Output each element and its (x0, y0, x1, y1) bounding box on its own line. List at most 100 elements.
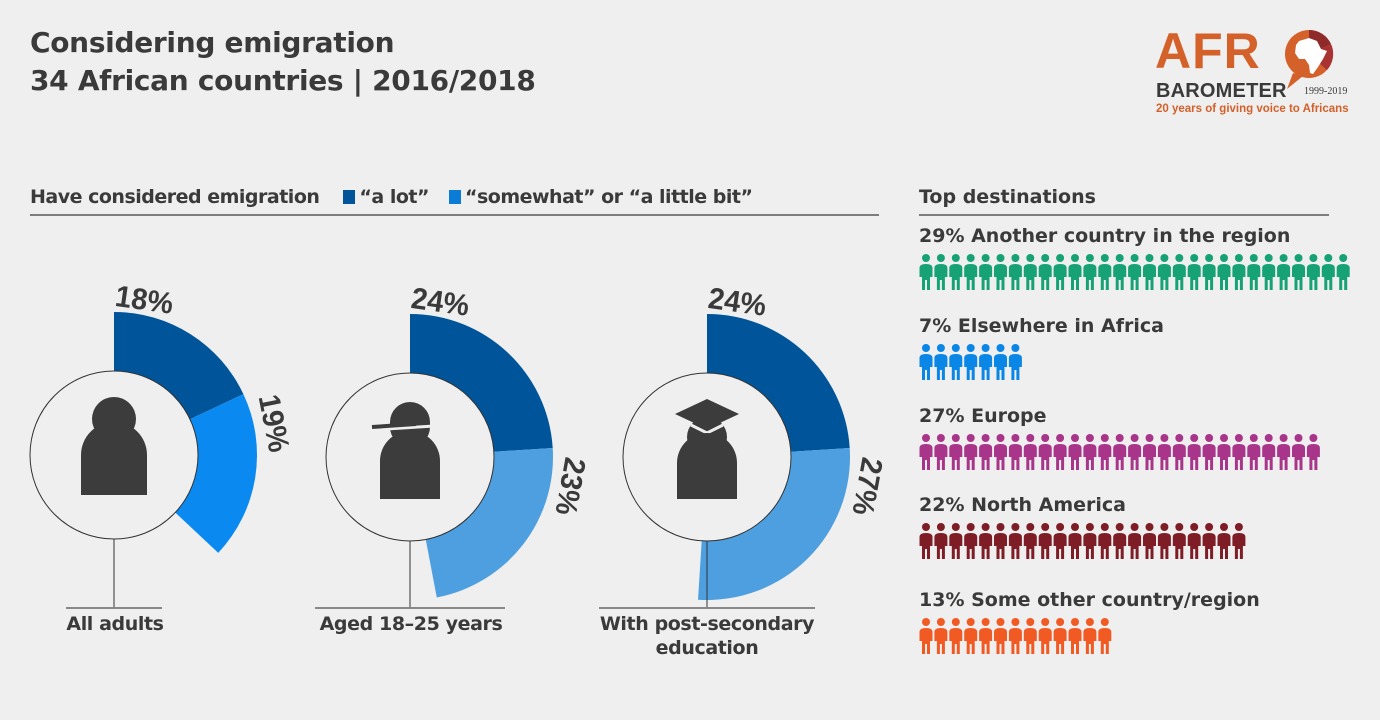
group-label-post-secondary-line-1: With post-secondary (599, 613, 815, 635)
person-pictogram-icon (1262, 434, 1276, 470)
donut-value-a-lot: 24% (706, 282, 768, 323)
person-pictogram-icon (1187, 254, 1201, 290)
person-pictogram-icon (1157, 434, 1171, 470)
destination-pictogram (919, 434, 1320, 470)
person-pictogram-icon (979, 344, 993, 380)
logo-tagline: 20 years of giving voice to Africans (1156, 103, 1349, 115)
person-pictogram-icon (1172, 254, 1186, 290)
person-pictogram-icon (1143, 523, 1156, 559)
person-pictogram-icon (1232, 523, 1246, 559)
person-pictogram-icon (1143, 254, 1156, 290)
person-pictogram-icon (1008, 523, 1022, 559)
legend-item-somewhat: “somewhat” or “a little bit” (448, 186, 753, 208)
person-pictogram-icon (1098, 523, 1112, 559)
person-pictogram-icon (994, 523, 1007, 559)
person-pictogram-icon (1217, 523, 1231, 559)
person-pictogram-icon (949, 434, 963, 470)
destination-row: 29% Another country in the region (919, 223, 1359, 297)
person-pictogram-icon (934, 434, 948, 470)
person-pictogram-icon (1098, 254, 1112, 290)
destination-row: 27% Europe (919, 403, 1359, 477)
person-pictogram-icon (1068, 618, 1082, 654)
person-pictogram-icon (949, 344, 963, 380)
right-header-rule (919, 214, 1329, 216)
person-pictogram-icon (1277, 254, 1291, 290)
person-pictogram-icon (1068, 434, 1082, 470)
person-pictogram-icon (994, 618, 1007, 654)
person-pictogram-icon (1098, 434, 1112, 470)
logo-brand-top: AFR (1155, 23, 1261, 79)
person-pictogram-icon (1008, 434, 1022, 470)
person-pictogram-icon (1083, 618, 1097, 654)
person-pictogram-icon (1068, 254, 1082, 290)
person-pictogram-icon (1277, 434, 1291, 470)
legend-item-a-lot: “a lot” (343, 186, 429, 208)
person-pictogram-icon (1083, 434, 1097, 470)
group-label-all-adults: All adults (66, 613, 164, 635)
person-body (81, 422, 147, 495)
legend-label-a-lot: “a lot” (359, 186, 429, 208)
person-pictogram-icon (994, 254, 1007, 290)
graduate-icon (675, 399, 739, 499)
person-pictogram-icon (934, 254, 948, 290)
destinations-heading: Top destinations (919, 186, 1096, 208)
person-pictogram-icon (1128, 254, 1142, 290)
person-pictogram-icon (1038, 254, 1052, 290)
person-pictogram-icon (1292, 434, 1305, 470)
person-pictogram-icon (1202, 254, 1216, 290)
cap-crown (390, 402, 430, 427)
destination-pictogram (919, 618, 1112, 654)
person-pictogram-icon (1128, 523, 1142, 559)
person-pictogram-icon (1217, 434, 1231, 470)
person-pictogram-icon (1202, 523, 1216, 559)
person-pictogram-icon (1321, 254, 1335, 290)
group-label-post-secondary: With post-secondary education (590, 612, 824, 660)
person-pictogram-icon (1053, 434, 1067, 470)
person-pictogram-icon (1053, 618, 1067, 654)
donut-value-somewhat: 23% (548, 455, 591, 518)
page-title: Considering emigration 34 African countr… (30, 24, 536, 100)
destination-row: 7% Elsewhere in Africa (919, 313, 1359, 387)
donut-group: 24% 27% (599, 282, 888, 609)
legend-swatch-somewhat (448, 190, 461, 204)
person-pictogram-icon (1336, 254, 1350, 290)
destination-pictogram (919, 523, 1246, 559)
person-pictogram-icon (964, 434, 978, 470)
person-pictogram-icon (1008, 618, 1022, 654)
person-pictogram-icon (964, 523, 978, 559)
person-pictogram-icon (1023, 254, 1037, 290)
person-pictogram-icon (1187, 523, 1201, 559)
title-line-1: Considering emigration (30, 26, 395, 59)
person-pictogram-icon (979, 254, 993, 290)
donut-segment-somewhat (698, 448, 850, 600)
person-pictogram-icon (949, 254, 963, 290)
person-pictogram-icon (1008, 344, 1022, 380)
legend-swatch-a-lot (343, 190, 356, 204)
person-pictogram-icon (1038, 434, 1052, 470)
person-body (380, 431, 440, 499)
person-pictogram-icon (1187, 434, 1201, 470)
person-pictogram-icon (949, 618, 963, 654)
person-pictogram-icon (1038, 618, 1052, 654)
person-pictogram-icon (1157, 523, 1171, 559)
person-pictogram-icon (1247, 254, 1261, 290)
person-pictogram-icon (1143, 434, 1156, 470)
person-pictogram-icon (964, 344, 978, 380)
donut-group: 24% 23% (315, 282, 591, 609)
person-pictogram-icon (964, 254, 978, 290)
emigration-chart-header: Have considered emigration “a lot” “some… (30, 184, 878, 210)
person-pictogram-icon (919, 434, 933, 470)
emigration-chart-heading: Have considered emigration (30, 186, 320, 208)
afrobarometer-logo: AFR BAROMETER 1999-2019 20 years of givi… (1155, 26, 1355, 121)
donut-segment-somewhat (425, 448, 553, 598)
person-pictogram-icon (994, 344, 1007, 380)
donut-segment-a-lot (410, 314, 553, 452)
person-pictogram-icon (1098, 618, 1112, 654)
cap-brim (371, 422, 417, 429)
person-pictogram-icon (1008, 254, 1022, 290)
destination-row: 13% Some other country/region (919, 587, 1359, 661)
person-pictogram-icon (934, 618, 948, 654)
person-pictogram-icon (1306, 254, 1320, 290)
donut-value-a-lot: 18% (113, 280, 175, 321)
destination-label: 13% Some other country/region (919, 589, 1260, 611)
